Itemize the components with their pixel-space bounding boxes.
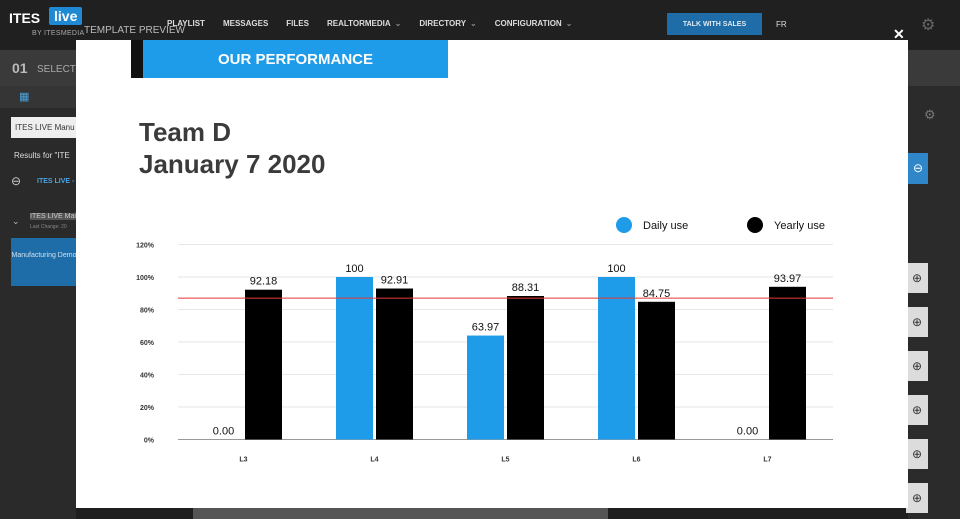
chevron-down-icon[interactable]: ⌄ [12, 216, 20, 226]
collapse-icon[interactable]: ⊖ [908, 153, 928, 184]
tree-item-ites-live[interactable]: ITES LIVE - [37, 178, 75, 185]
x-tick-label: L3 [239, 457, 247, 464]
bar-0-L5 [467, 335, 504, 440]
nav-files[interactable]: FILES [286, 19, 309, 28]
talk-with-sales-button[interactable]: TALK WITH SALES [667, 13, 762, 35]
chevron-down-icon: ⌄ [565, 19, 573, 28]
grid-view-icon[interactable]: ▦ [19, 91, 30, 103]
step-number: 01 [12, 60, 28, 76]
main-nav: PLAYLIST MESSAGES FILES REALTORMEDIA ⌄ DI… [167, 19, 590, 28]
header-accent-bar [131, 40, 143, 78]
nav-directory[interactable]: DIRECTORY ⌄ [419, 19, 477, 28]
add-icon[interactable]: ⊕ [906, 395, 928, 425]
tree-item-ites-main[interactable]: ITES LIVE Main [30, 213, 80, 220]
data-label: 84.75 [643, 288, 671, 300]
y-tick-label: 100% [136, 275, 155, 282]
legend-marker [747, 217, 763, 233]
data-label: 63.97 [472, 322, 500, 334]
collapse-icon[interactable]: ⊖ [11, 174, 22, 188]
add-icon[interactable]: ⊕ [906, 439, 928, 469]
bar-1-L6 [638, 301, 675, 440]
bar-0-L4 [336, 277, 373, 440]
close-icon[interactable]: ✕ [893, 26, 905, 42]
add-icon[interactable]: ⊕ [906, 263, 928, 293]
template-card[interactable]: Manufacturing Demo [11, 238, 77, 286]
team-name: Team D [139, 117, 231, 147]
data-label: 100 [607, 263, 625, 275]
nav-configuration[interactable]: CONFIGURATION ⌄ [494, 19, 573, 28]
last-change-text: Last Change: 20 [30, 224, 67, 230]
bottom-strip [193, 508, 608, 519]
language-toggle[interactable]: FR [776, 20, 787, 29]
data-label: 100 [345, 263, 363, 275]
y-tick-label: 80% [140, 308, 155, 315]
nav-messages[interactable]: MESSAGES [222, 19, 269, 28]
site-select[interactable]: ITES LIVE Manu [11, 117, 81, 138]
bar-1-L3 [245, 289, 282, 440]
y-tick-label: 20% [140, 405, 155, 412]
team-title: Team D January 7 2020 [139, 116, 325, 180]
bar-1-L5 [507, 295, 544, 440]
y-tick-label: 0% [144, 438, 155, 445]
x-tick-label: L5 [501, 457, 509, 464]
legend-label: Daily use [643, 220, 688, 232]
data-label: 88.31 [512, 282, 540, 294]
x-tick-label: L4 [370, 457, 378, 464]
bar-0-L6 [598, 277, 635, 440]
logo-live[interactable]: live [49, 7, 83, 25]
results-label: Results for "ITE [14, 151, 70, 160]
logo-ites[interactable]: ITES [9, 10, 41, 26]
add-icon[interactable]: ⊕ [906, 483, 928, 513]
data-label: 0.00 [213, 426, 234, 438]
performance-chart: 0% 20% 40% 60% 80% 100% 120% 0.00 92.18 L3 100 92.9… [136, 217, 833, 464]
nav-playlist[interactable]: PLAYLIST [167, 19, 205, 28]
left-panel [0, 86, 76, 519]
view-tabs [0, 86, 76, 108]
step-label: SELECT A [37, 64, 85, 75]
add-icon[interactable]: ⊕ [906, 307, 928, 337]
data-label: 92.91 [381, 275, 409, 287]
legend-marker [616, 217, 632, 233]
y-tick-label: 120% [136, 243, 155, 250]
gear-icon[interactable]: ⚙ [924, 107, 936, 122]
data-label: 92.18 [250, 276, 278, 288]
nav-realtormedia[interactable]: REALTORMEDIA ⌄ [326, 19, 402, 28]
y-tick-label: 40% [140, 373, 155, 380]
add-icon[interactable]: ⊕ [906, 351, 928, 381]
performance-header: OUR PERFORMANCE [143, 40, 448, 78]
bar-1-L4 [376, 288, 413, 440]
x-tick-label: L6 [632, 457, 640, 464]
legend-label: Yearly use [774, 220, 825, 232]
x-tick-label: L7 [763, 457, 771, 464]
gear-icon[interactable]: ⚙ [921, 17, 936, 34]
logo-subtitle: BY ITESMEDIA [32, 30, 85, 37]
data-label: 0.00 [737, 426, 758, 438]
y-tick-label: 60% [140, 340, 155, 347]
data-label: 93.97 [774, 273, 802, 285]
template-preview-label: TEMPLATE PREVIEW [84, 25, 185, 36]
bar-1-L7 [769, 286, 806, 440]
chevron-down-icon: ⌄ [394, 19, 402, 28]
chevron-down-icon: ⌄ [470, 19, 477, 28]
report-date: January 7 2020 [139, 149, 326, 179]
